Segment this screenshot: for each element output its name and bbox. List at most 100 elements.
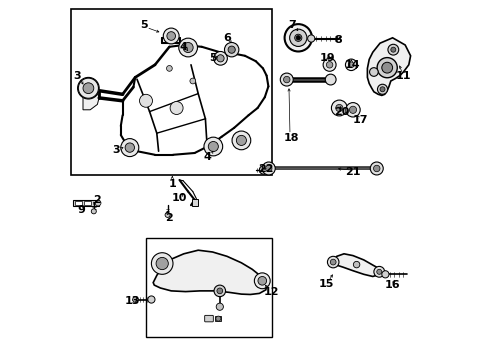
Polygon shape — [153, 250, 267, 294]
Circle shape — [294, 34, 302, 41]
Circle shape — [346, 103, 360, 117]
Text: 2: 2 — [166, 213, 173, 223]
Circle shape — [140, 94, 152, 107]
Circle shape — [296, 36, 300, 40]
Circle shape — [353, 261, 360, 268]
Text: 2: 2 — [94, 195, 101, 205]
Circle shape — [95, 200, 101, 206]
Circle shape — [377, 84, 388, 94]
Text: 5: 5 — [141, 20, 148, 30]
Text: 1: 1 — [169, 179, 176, 189]
Circle shape — [214, 51, 227, 65]
Text: 14: 14 — [344, 60, 360, 70]
Bar — [216, 316, 221, 321]
Circle shape — [254, 273, 270, 289]
Circle shape — [183, 42, 193, 53]
Bar — [72, 9, 272, 175]
Circle shape — [165, 212, 170, 217]
Circle shape — [148, 296, 155, 303]
Text: 5: 5 — [209, 53, 217, 63]
Text: 15: 15 — [318, 279, 334, 289]
Bar — [146, 238, 272, 337]
Circle shape — [224, 42, 239, 57]
Circle shape — [327, 256, 339, 268]
Text: 4: 4 — [180, 42, 188, 52]
Circle shape — [217, 288, 222, 294]
Text: 12: 12 — [264, 287, 279, 297]
Bar — [347, 61, 356, 68]
Text: 20: 20 — [335, 107, 350, 117]
Circle shape — [190, 78, 196, 84]
Circle shape — [167, 32, 175, 40]
Text: 11: 11 — [395, 71, 411, 81]
Circle shape — [377, 269, 382, 274]
Circle shape — [284, 76, 290, 83]
Text: 8: 8 — [335, 35, 343, 45]
Circle shape — [382, 62, 392, 73]
Circle shape — [179, 38, 197, 57]
Text: 13: 13 — [125, 296, 140, 306]
Circle shape — [336, 104, 343, 112]
Circle shape — [308, 35, 315, 42]
Text: 3: 3 — [74, 71, 81, 81]
Text: 7: 7 — [289, 20, 296, 30]
Bar — [84, 201, 91, 205]
Polygon shape — [83, 86, 99, 110]
Circle shape — [121, 139, 139, 157]
Circle shape — [232, 131, 251, 150]
Circle shape — [228, 46, 235, 53]
Circle shape — [163, 28, 179, 44]
Circle shape — [208, 141, 219, 152]
Circle shape — [170, 102, 183, 114]
Polygon shape — [331, 254, 382, 276]
Circle shape — [214, 285, 225, 297]
Text: 9: 9 — [77, 204, 85, 215]
Circle shape — [325, 74, 336, 85]
Circle shape — [326, 62, 333, 68]
Bar — [192, 199, 198, 206]
Circle shape — [388, 44, 399, 55]
Circle shape — [280, 73, 293, 86]
Circle shape — [167, 66, 172, 71]
Text: 6: 6 — [223, 33, 231, 43]
Circle shape — [348, 62, 354, 68]
Circle shape — [345, 59, 357, 71]
Polygon shape — [368, 38, 411, 95]
Circle shape — [204, 137, 222, 156]
Circle shape — [216, 303, 223, 310]
Circle shape — [151, 253, 173, 274]
Circle shape — [259, 166, 268, 174]
Text: 18: 18 — [283, 132, 299, 143]
Text: 17: 17 — [352, 114, 368, 125]
Circle shape — [290, 29, 307, 46]
Text: 19: 19 — [319, 53, 335, 63]
Circle shape — [330, 259, 336, 265]
Text: 21: 21 — [345, 167, 361, 177]
Circle shape — [83, 83, 94, 94]
Circle shape — [370, 162, 383, 175]
Text: 16: 16 — [385, 280, 400, 290]
Text: 4: 4 — [203, 152, 211, 162]
Circle shape — [285, 24, 312, 51]
Circle shape — [133, 297, 139, 302]
Text: 10: 10 — [172, 193, 187, 203]
Circle shape — [258, 276, 267, 285]
Bar — [83, 79, 94, 97]
Circle shape — [262, 162, 275, 175]
Circle shape — [349, 106, 357, 113]
Circle shape — [382, 271, 389, 278]
Text: 3: 3 — [113, 145, 120, 156]
FancyBboxPatch shape — [205, 315, 213, 322]
Circle shape — [331, 100, 347, 116]
Circle shape — [125, 143, 134, 152]
Circle shape — [91, 209, 97, 214]
Circle shape — [374, 266, 385, 277]
Text: 22: 22 — [258, 164, 273, 174]
Circle shape — [77, 77, 99, 99]
Circle shape — [216, 316, 221, 321]
Circle shape — [266, 165, 272, 172]
Circle shape — [83, 82, 94, 94]
Circle shape — [156, 257, 169, 270]
Bar — [73, 200, 99, 206]
Circle shape — [377, 58, 397, 78]
